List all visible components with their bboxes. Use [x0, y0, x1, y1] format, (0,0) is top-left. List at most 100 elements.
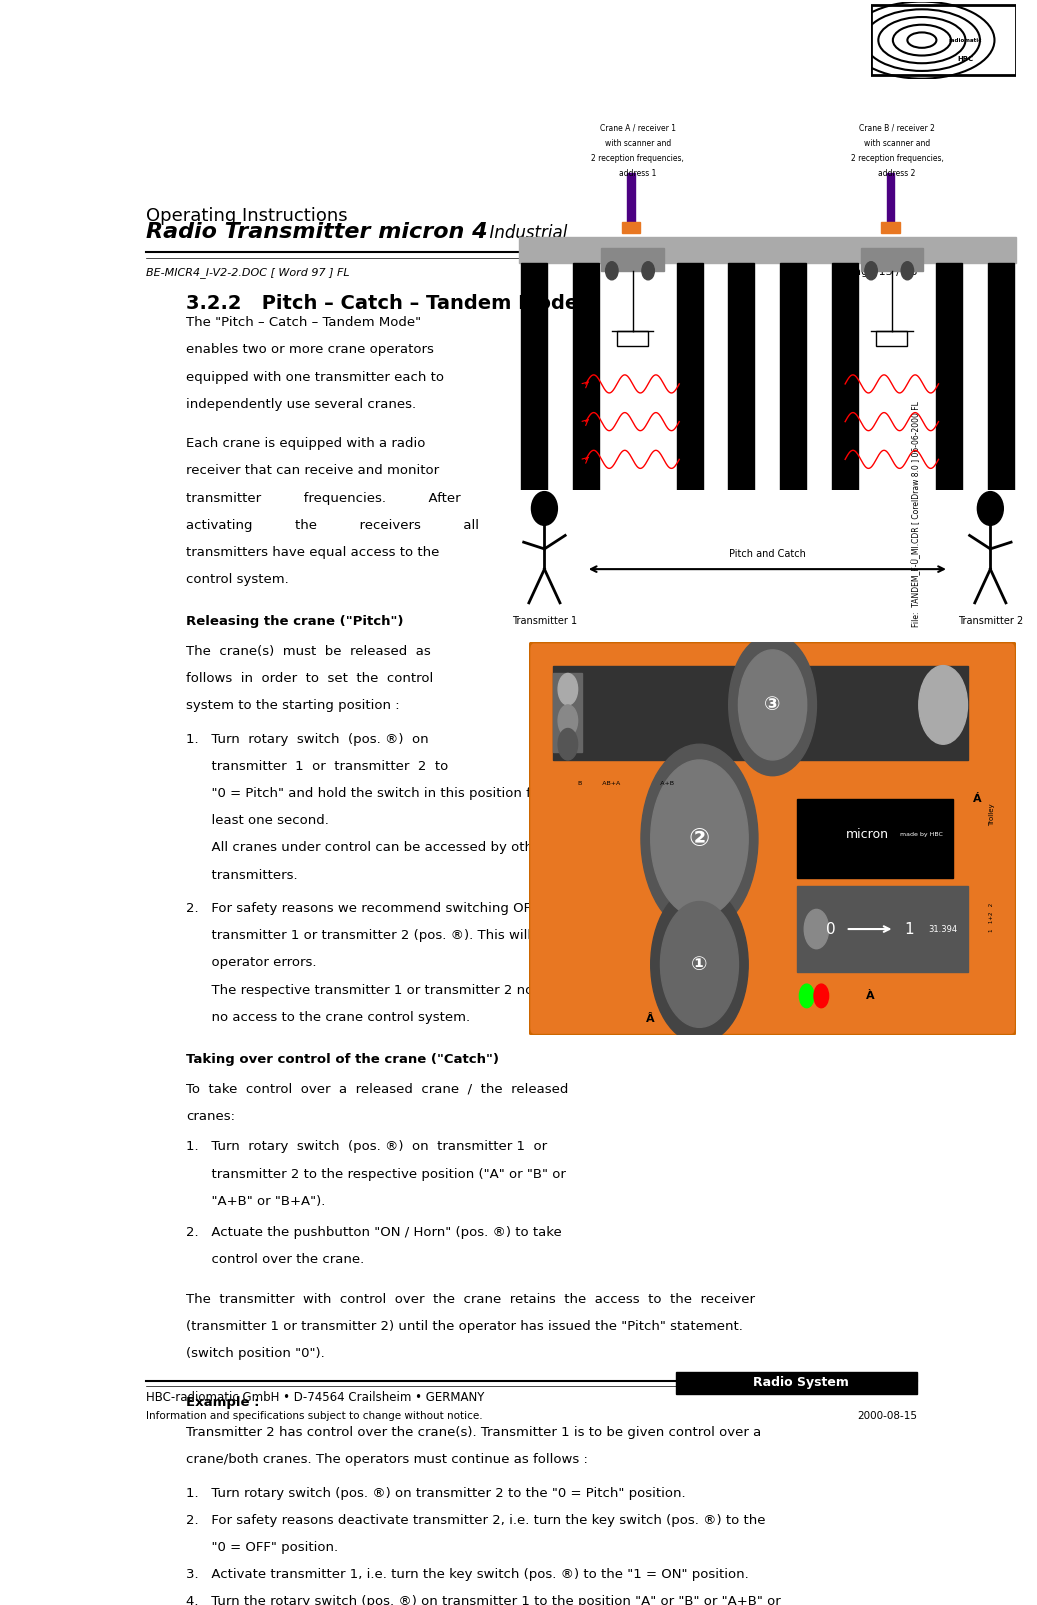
Text: Each crane is equipped with a radio: Each crane is equipped with a radio [186, 437, 425, 451]
Text: To  take  control  over  a  released  crane  /  the  released: To take control over a released crane / … [186, 1082, 568, 1095]
Text: 0: 0 [826, 921, 836, 937]
Circle shape [651, 759, 749, 916]
Circle shape [661, 902, 738, 1027]
Text: transmitter  1  or  transmitter  2  to: transmitter 1 or transmitter 2 to [186, 759, 448, 774]
Text: no access to the crane control system.: no access to the crane control system. [186, 1011, 470, 1024]
Text: Releasing the crane ("Pitch"): Releasing the crane ("Pitch") [186, 615, 403, 628]
Text: The respective transmitter 1 or transmitter 2 now has: The respective transmitter 1 or transmit… [186, 984, 571, 997]
Text: BE-MICR4_I-V2-2.DOC [ Word 97 ] FL: BE-MICR4_I-V2-2.DOC [ Word 97 ] FL [145, 266, 349, 278]
Circle shape [729, 634, 816, 775]
Bar [797, 886, 968, 973]
Bar [728, 263, 754, 490]
Text: Industrial: Industrial [479, 225, 567, 242]
Text: with scanner and: with scanner and [605, 138, 671, 148]
Circle shape [558, 729, 578, 759]
Text: enables two or more crane operators: enables two or more crane operators [186, 343, 433, 356]
Bar [601, 249, 664, 271]
Text: The  crane(s)  must  be  released  as: The crane(s) must be released as [186, 645, 430, 658]
Text: Radio Transmitter micron 4: Radio Transmitter micron 4 [145, 221, 487, 242]
Text: Transmitter 2 has control over the crane(s). Transmitter 1 is to be given contro: Transmitter 2 has control over the crane… [186, 1425, 761, 1440]
Bar [876, 331, 907, 347]
Text: (switch position "0").: (switch position "0"). [186, 1347, 325, 1359]
Text: Transmitter 2: Transmitter 2 [958, 616, 1022, 626]
Text: "0 = OFF" position.: "0 = OFF" position. [186, 1541, 338, 1554]
Text: system to the starting position :: system to the starting position : [186, 700, 399, 713]
Circle shape [800, 984, 814, 1008]
Text: operator errors.: operator errors. [186, 957, 316, 969]
Bar [780, 263, 807, 490]
Text: Taking over control of the crane ("Catch"): Taking over control of the crane ("Catch… [186, 1053, 499, 1066]
Bar [935, 263, 961, 490]
Circle shape [558, 705, 578, 737]
Bar [518, 238, 1016, 263]
FancyBboxPatch shape [529, 642, 1016, 1035]
Text: 2.   For safety reasons we recommend switching OFF: 2. For safety reasons we recommend switc… [186, 902, 538, 915]
Text: All cranes under control can be accessed by other: All cranes under control can be accessed… [186, 841, 546, 854]
Text: HBC-radiomatic GmbH • D-74564 Crailsheim • GERMANY: HBC-radiomatic GmbH • D-74564 Crailsheim… [145, 1392, 484, 1404]
Text: 3.2.2   Pitch – Catch – Tandem Mode: 3.2.2 Pitch – Catch – Tandem Mode [186, 294, 579, 313]
Text: radiomatic: radiomatic [949, 37, 982, 43]
Circle shape [606, 262, 618, 279]
Text: 1.   Turn  rotary  switch  (pos. ®)  on: 1. Turn rotary switch (pos. ®) on [186, 732, 428, 746]
Text: transmitters have equal access to the: transmitters have equal access to the [186, 546, 440, 559]
Circle shape [814, 984, 829, 1008]
Bar [627, 173, 635, 225]
Text: "0 = Pitch" and hold the switch in this position for at: "0 = Pitch" and hold the switch in this … [186, 786, 562, 799]
Text: File:  TANDEM_F-Ü_MI.CDR [ CorelDraw 8.0 ] 06-06-2000 FL: File: TANDEM_F-Ü_MI.CDR [ CorelDraw 8.0 … [912, 401, 921, 628]
Text: À: À [866, 990, 874, 1002]
Bar [797, 799, 953, 878]
Text: Page 13 / 18: Page 13 / 18 [847, 266, 918, 276]
Text: independently use several cranes.: independently use several cranes. [186, 398, 416, 411]
Text: 2000-08-15: 2000-08-15 [858, 1411, 918, 1420]
Text: 1.   Turn  rotary  switch  (pos. ®)  on  transmitter 1  or: 1. Turn rotary switch (pos. ®) on transm… [186, 1141, 546, 1154]
Text: Crane A / receiver 1: Crane A / receiver 1 [599, 124, 676, 133]
Text: Operating Instructions: Operating Instructions [145, 207, 347, 225]
Bar [617, 331, 648, 347]
Circle shape [641, 745, 758, 933]
Circle shape [805, 910, 829, 949]
Text: made by HBC: made by HBC [900, 831, 944, 838]
Circle shape [978, 491, 1004, 525]
Text: HBC: HBC [957, 56, 974, 63]
Text: equipped with one transmitter each to: equipped with one transmitter each to [186, 371, 444, 384]
Text: address 2: address 2 [878, 169, 916, 178]
Text: (transmitter 1 or transmitter 2) until the operator has issued the "Pitch" state: (transmitter 1 or transmitter 2) until t… [186, 1319, 742, 1332]
Text: 31.394: 31.394 [928, 924, 958, 934]
Text: 2 reception frequencies,: 2 reception frequencies, [850, 154, 944, 162]
Bar [881, 221, 900, 233]
Circle shape [558, 674, 578, 705]
Text: Trolley: Trolley [989, 804, 994, 827]
Text: B          AB+A                    A+B: B AB+A A+B [579, 782, 674, 786]
Text: crane/both cranes. The operators must continue as follows :: crane/both cranes. The operators must co… [186, 1453, 588, 1465]
Text: micron: micron [846, 828, 889, 841]
Text: The "Pitch – Catch – Tandem Mode": The "Pitch – Catch – Tandem Mode" [186, 316, 421, 329]
Text: Radio System: Radio System [753, 1375, 848, 1390]
Circle shape [919, 666, 968, 745]
Circle shape [531, 491, 558, 525]
Text: Â: Â [646, 1014, 655, 1024]
Text: activating          the          receivers          all: activating the receivers all [186, 518, 479, 531]
Text: Á: Á [973, 794, 982, 804]
Text: Crane B / receiver 2: Crane B / receiver 2 [859, 124, 935, 133]
Circle shape [901, 262, 914, 279]
Bar [572, 263, 599, 490]
Circle shape [738, 650, 807, 759]
Text: Transmitter 1: Transmitter 1 [512, 616, 577, 626]
Text: Information and specifications subject to change without notice.: Information and specifications subject t… [145, 1411, 482, 1420]
Text: transmitter 2 to the respective position ("A" or "B" or: transmitter 2 to the respective position… [186, 1168, 566, 1181]
Text: control system.: control system. [186, 573, 288, 586]
Bar [887, 173, 894, 225]
Text: The  transmitter  with  control  over  the  crane  retains  the  access  to  the: The transmitter with control over the cr… [186, 1292, 755, 1305]
Text: receiver that can receive and monitor: receiver that can receive and monitor [186, 464, 439, 477]
Bar [987, 263, 1013, 490]
Circle shape [651, 886, 749, 1043]
Text: transmitter 1 or transmitter 2 (pos. ®). This will avoid: transmitter 1 or transmitter 2 (pos. ®).… [186, 929, 571, 942]
Bar [554, 674, 583, 753]
Bar [676, 263, 702, 490]
Text: transmitters.: transmitters. [186, 868, 298, 881]
Text: "A+B" or "B+A").: "A+B" or "B+A"). [186, 1194, 326, 1209]
Text: transmitter          frequencies.          After: transmitter frequencies. After [186, 491, 460, 504]
Text: 2 reception frequencies,: 2 reception frequencies, [591, 154, 684, 162]
Text: 3.   Activate transmitter 1, i.e. turn the key switch (pos. ®) to the "1 = ON" p: 3. Activate transmitter 1, i.e. turn the… [186, 1568, 749, 1581]
Text: 1: 1 [904, 921, 914, 937]
